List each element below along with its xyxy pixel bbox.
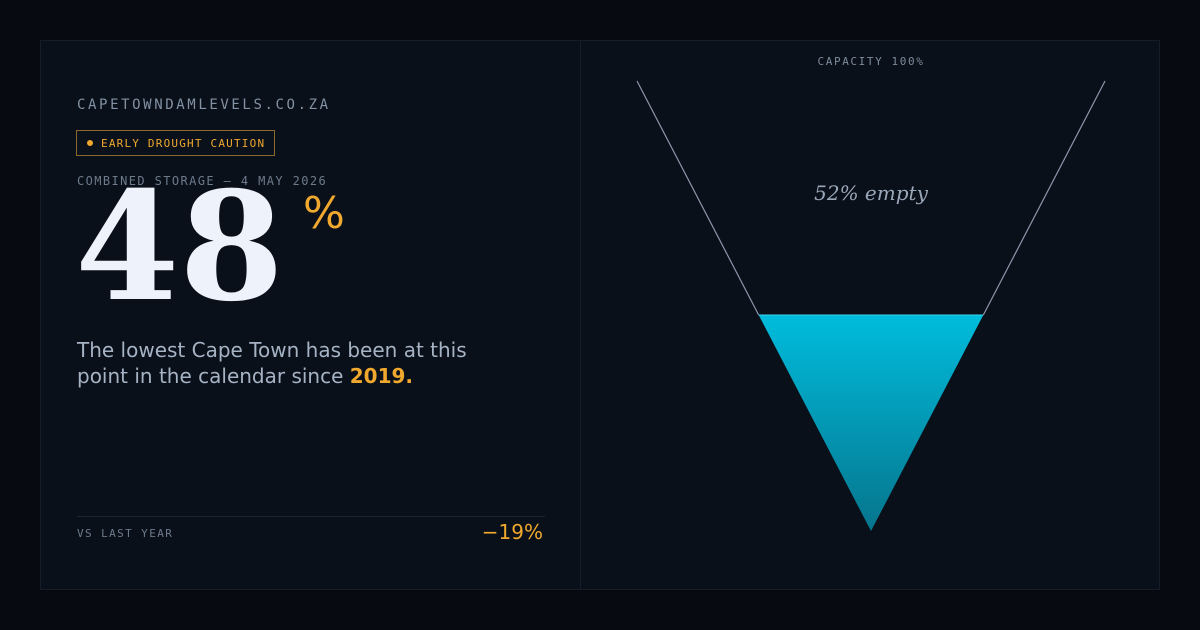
storage-percentage: 48 bbox=[75, 159, 284, 335]
status-badge: EARLY DROUGHT CAUTION bbox=[76, 130, 276, 156]
water-fill bbox=[758, 315, 984, 531]
storage-description: The lowest Cape Town has been at this po… bbox=[77, 337, 497, 389]
gauge-outline-right bbox=[982, 80, 1106, 316]
site-name: CAPETOWNDAMLEVELS.CO.ZA bbox=[77, 97, 331, 113]
storage-percent-sign: % bbox=[303, 188, 345, 239]
description-year: 2019. bbox=[349, 364, 414, 388]
comparison-label: VS LAST YEAR bbox=[77, 527, 174, 540]
description-text: The lowest Cape Town has been at this po… bbox=[77, 338, 467, 388]
dam-level-card: CAPETOWNDAMLEVELS.CO.ZA EARLY DROUGHT CA… bbox=[40, 40, 1160, 590]
status-dot-icon bbox=[87, 140, 93, 146]
storage-label: COMBINED STORAGE — 4 MAY 2026 bbox=[77, 174, 328, 188]
comparison-divider bbox=[77, 516, 545, 517]
status-badge-label: EARLY DROUGHT CAUTION bbox=[101, 136, 266, 150]
dam-gauge bbox=[636, 80, 1106, 531]
empty-label: 52% empty bbox=[814, 181, 928, 205]
capacity-label: CAPACITY 100% bbox=[817, 55, 925, 68]
comparison-value: −19% bbox=[481, 520, 543, 544]
panel-divider bbox=[580, 41, 581, 589]
gauge-outline-left bbox=[636, 80, 760, 316]
